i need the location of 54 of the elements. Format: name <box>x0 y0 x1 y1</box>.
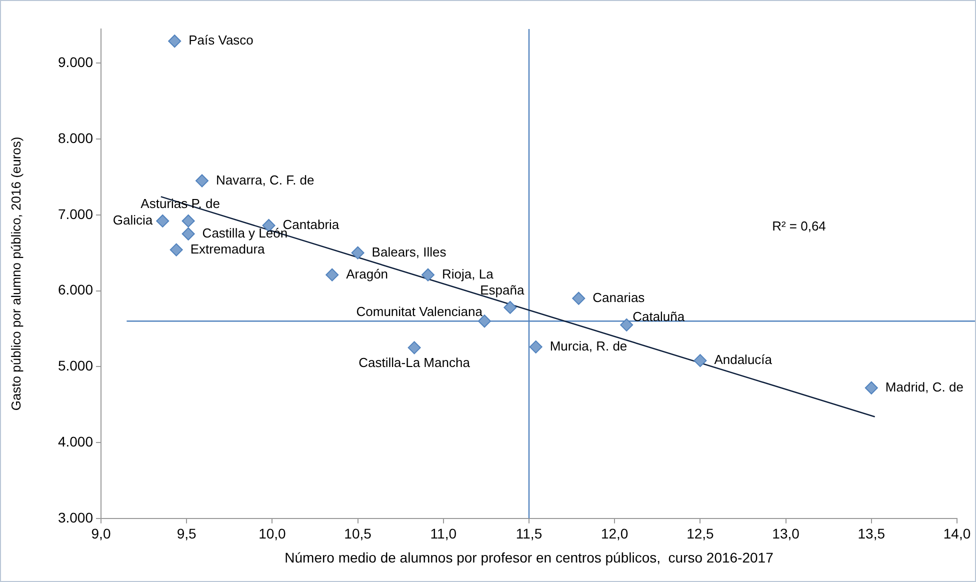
x-tick-label: 10,0 <box>258 526 286 542</box>
point <box>196 174 209 188</box>
point <box>864 381 878 394</box>
y-tick-label: 6.000 <box>58 282 94 298</box>
annotation: España <box>480 282 525 298</box>
point <box>620 318 634 332</box>
y-axis-title: Gasto público por alumno público, 2016 (euros) <box>8 136 24 411</box>
point <box>182 227 195 240</box>
point <box>694 354 707 368</box>
annotation: Balears, Illes <box>372 244 447 260</box>
y-tick-label: 5.000 <box>58 358 94 374</box>
y-tick-label: 4.000 <box>58 433 94 450</box>
point <box>572 292 586 305</box>
annotation: Canarias <box>592 290 646 305</box>
annotation: Madrid, C. de <box>885 379 964 394</box>
x-tick-label: 10,5 <box>344 526 372 542</box>
annotation: Navarra, C. F. de <box>216 172 314 188</box>
annotation: Cataluña <box>632 308 686 324</box>
x-tick-label: 11,5 <box>516 526 542 542</box>
x-tick-label: 9,5 <box>176 526 197 542</box>
annotation: Andalucía <box>714 352 773 368</box>
point <box>504 300 517 314</box>
annotation: País Vasco <box>188 32 254 48</box>
annotation: Aragón <box>346 266 388 282</box>
point <box>170 243 183 256</box>
y-tick-label: 7.000 <box>58 206 94 222</box>
x-tick-label: 13,0 <box>772 526 800 542</box>
x-tick-label: 9,0 <box>91 526 111 542</box>
annotation: Castilla-La Mancha <box>358 354 471 370</box>
point <box>168 34 182 48</box>
x-tick-label: 12,5 <box>686 526 714 542</box>
point <box>351 246 364 260</box>
y-tick-label: 8.000 <box>58 130 94 146</box>
point <box>478 314 491 328</box>
point <box>421 268 434 282</box>
point <box>529 340 542 354</box>
y-tick-label: 3.000 <box>58 509 94 526</box>
point <box>326 268 339 282</box>
annotation: Rioja, La <box>442 266 494 282</box>
annotation: Murcia, R. de <box>550 338 628 354</box>
annotation: Extremadura <box>190 241 266 256</box>
x-tick-label: 14,0 <box>943 526 971 542</box>
annotation: R² = 0,64 <box>772 218 826 234</box>
x-axis-title: Número medio de alumnos por profesor en centros públicos, curso 2016-2017 <box>284 549 774 566</box>
point <box>408 341 421 354</box>
x-tick-label: 12,0 <box>600 526 628 542</box>
annotation: Galicia <box>112 212 154 228</box>
annotation: Asturias P. de <box>140 196 220 212</box>
x-tick-label: 11,0 <box>430 526 457 542</box>
point <box>156 214 170 228</box>
y-tick-label: 9.000 <box>58 54 94 70</box>
point <box>182 214 195 228</box>
x-tick-label: 13,5 <box>858 526 886 542</box>
annotation: Comunitat Valenciana <box>356 304 484 320</box>
